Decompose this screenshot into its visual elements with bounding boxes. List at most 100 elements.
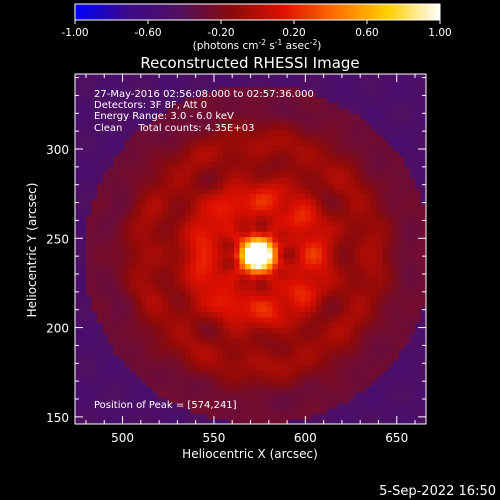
heatmap-cell: [212, 418, 219, 424]
heatmap-cell: [206, 327, 213, 334]
heatmap-cell: [393, 81, 400, 88]
heatmap-cell: [316, 145, 323, 152]
heatmap-cell: [409, 204, 416, 211]
heatmap-cell: [266, 257, 274, 264]
heatmap-cell: [245, 397, 252, 404]
heatmap-cell: [146, 102, 153, 109]
chart-title: Reconstructed RHESSI Image: [140, 54, 359, 72]
heatmap-cell: [261, 91, 268, 98]
heatmap-cell: [266, 97, 274, 104]
heatmap-cell: [277, 327, 284, 334]
heatmap-cell: [91, 247, 98, 254]
heatmap-cell: [327, 338, 334, 345]
heatmap-cell: [332, 231, 339, 238]
heatmap-cell: [228, 166, 235, 173]
heatmap-cell: [184, 338, 191, 345]
heatmap-cell: [157, 172, 164, 179]
heatmap-cell: [118, 332, 125, 339]
heatmap-cell: [118, 257, 125, 264]
heatmap-cell: [190, 81, 197, 88]
heatmap-cell: [75, 290, 82, 297]
heatmap-cell: [228, 204, 235, 211]
heatmap-cell: [332, 407, 339, 414]
heatmap-cell: [288, 102, 295, 109]
heatmap-cell: [195, 397, 202, 404]
heatmap-cell: [217, 81, 224, 88]
heatmap-cell: [118, 284, 125, 291]
heatmap-cell: [360, 247, 367, 254]
heatmap-cell: [294, 182, 301, 189]
colorbar-tick-label: -0.60: [134, 27, 161, 39]
heatmap-cell: [146, 381, 153, 388]
heatmap-cell: [409, 172, 416, 179]
heatmap-cell: [299, 418, 306, 424]
heatmap-cell: [75, 145, 82, 152]
heatmap-cell: [283, 188, 290, 195]
heatmap-cell: [190, 188, 197, 195]
heatmap-cell: [255, 316, 263, 323]
heatmap-cell: [365, 91, 372, 98]
heatmap-cell: [272, 209, 279, 216]
heatmap-cell: [360, 215, 367, 222]
heatmap-cell: [151, 177, 158, 184]
heatmap-cell: [294, 359, 301, 366]
heatmap-cell: [250, 274, 257, 280]
heatmap-cell: [135, 177, 142, 184]
heatmap-cell: [294, 91, 301, 98]
heatmap-cell: [190, 375, 197, 382]
heatmap-cell: [102, 284, 109, 291]
heatmap-cell: [96, 182, 104, 189]
heatmap-cell: [190, 306, 197, 313]
heatmap-cell: [146, 290, 153, 297]
colorbar-tick-label: 1.00: [428, 27, 451, 39]
heatmap-cell: [294, 263, 301, 270]
heatmap-cell: [151, 118, 158, 125]
heatmap-cell: [398, 284, 405, 291]
heatmap-cell: [332, 263, 339, 270]
heatmap-cell: [107, 407, 114, 414]
heatmap-cell: [393, 241, 400, 248]
heatmap-cell: [80, 274, 87, 280]
heatmap-cell: [316, 209, 323, 216]
heatmap-cell: [234, 236, 241, 243]
heatmap-cell: [80, 86, 87, 93]
heatmap-cell: [245, 247, 252, 254]
heatmap-cell: [179, 391, 186, 398]
heatmap-cell: [195, 306, 202, 313]
heatmap-cell: [75, 209, 82, 216]
heatmap-cell: [212, 247, 219, 254]
heatmap-cell: [102, 322, 109, 329]
heatmap-cell: [85, 134, 93, 141]
heatmap-cell: [118, 316, 125, 323]
heatmap-cell: [316, 91, 323, 98]
heatmap-cell: [102, 332, 109, 339]
heatmap-cell: [321, 209, 328, 216]
heatmap-cell: [168, 263, 175, 270]
heatmap-cell: [420, 118, 426, 125]
heatmap-cell: [113, 257, 120, 264]
heatmap-cell: [173, 295, 180, 302]
heatmap-cell: [272, 102, 279, 109]
heatmap-cell: [266, 381, 274, 388]
heatmap-cell: [140, 74, 147, 77]
heatmap-cell: [272, 118, 279, 125]
heatmap-cell: [305, 91, 312, 98]
heatmap-cell: [223, 161, 230, 168]
heatmap-cell: [354, 257, 361, 264]
heatmap-cell: [382, 381, 389, 388]
heatmap-cell: [250, 343, 257, 350]
heatmap-cell: [75, 166, 82, 173]
heatmap-cell: [327, 332, 334, 339]
heatmap-cell: [91, 375, 98, 382]
heatmap-cell: [168, 300, 175, 307]
heatmap-cell: [96, 381, 104, 388]
heatmap-cell: [250, 140, 257, 147]
heatmap-cell: [415, 279, 422, 286]
heatmap-cell: [299, 91, 306, 98]
heatmap-cell: [250, 188, 257, 195]
heatmap-cell: [157, 236, 164, 243]
heatmap-cell: [75, 354, 82, 361]
heatmap-cell: [135, 129, 142, 136]
heatmap-cell: [228, 354, 235, 361]
heatmap-cell: [157, 166, 164, 173]
